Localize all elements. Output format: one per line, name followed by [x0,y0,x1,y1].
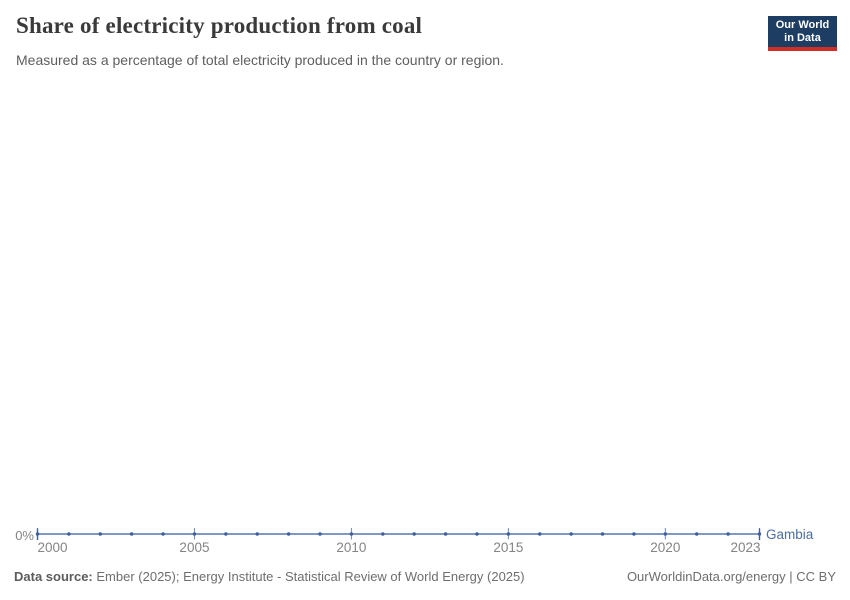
x-tick-label: 2020 [650,540,681,555]
x-tick-label: 2023 [730,540,761,555]
data-source: Data source: Ember (2025); Energy Instit… [14,569,525,584]
entity-label: Gambia [766,527,814,542]
chart-subtitle: Measured as a percentage of total electr… [16,52,504,68]
owid-logo: Our World in Data [768,16,837,51]
logo-line1: Our World [775,18,830,31]
x-axis: 2000 2005 2010 2015 2020 2023 [0,540,850,556]
x-tick-label: 2010 [336,540,367,555]
x-tick-label: 2015 [493,540,524,555]
y-axis-tick-label: 0% [15,528,34,543]
x-tick-label: 2005 [179,540,210,555]
data-source-label: Data source: [14,569,93,584]
logo-line2: in Data [784,31,821,44]
footer-credit: OurWorldinData.org/energy | CC BY [626,569,836,584]
x-tick-label: 2000 [37,540,68,555]
page-title: Share of electricity production from coa… [16,13,423,38]
data-source-text: Ember (2025); Energy Institute - Statist… [96,569,525,584]
